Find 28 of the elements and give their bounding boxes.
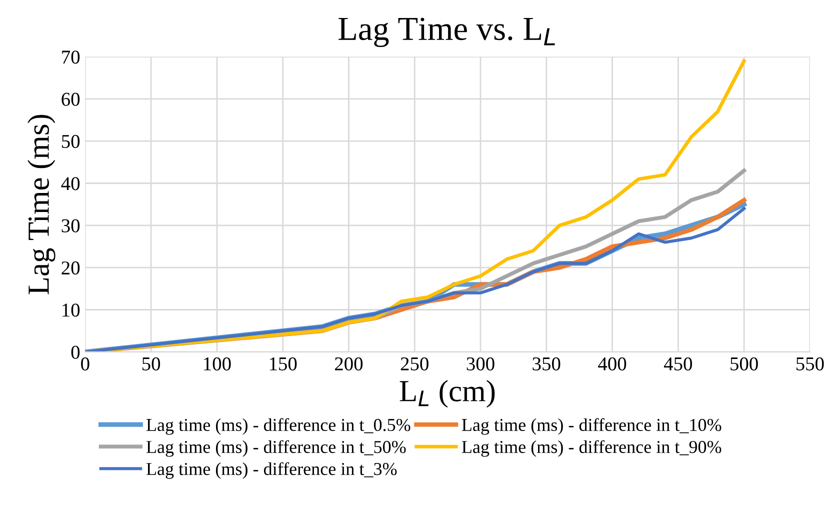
x-tick-label: 400 [598, 357, 626, 370]
y-tick-label: 0 [71, 346, 80, 359]
y-tick-label: 60 [62, 92, 80, 106]
y-axis-title: Lag Time (ms) [28, 114, 56, 294]
legend-label: Lag time (ms) - difference in t_0.5% [146, 418, 410, 435]
legend-label: Lag time (ms) - difference in t_3% [146, 462, 397, 479]
y-tick-label: 50 [62, 134, 80, 148]
x-tick-label: 100 [204, 357, 231, 370]
x-tick-label: 200 [334, 357, 363, 370]
x-tick-label: 500 [730, 357, 758, 370]
legend-label: Lag time (ms) - difference in t_90% [462, 440, 722, 457]
x-tick-label: 250 [400, 357, 428, 370]
x-tick-label: 450 [664, 357, 692, 370]
chart-title: Lag Time vs. L$_{L}$ [338, 18, 555, 48]
y-tick-label: 40 [61, 177, 80, 190]
x-tick-label: 300 [466, 357, 494, 370]
y-tick-label: 10 [62, 304, 80, 317]
x-tick-label: 150 [270, 357, 297, 370]
x-tick-label: 50 [142, 357, 160, 370]
y-tick-label: 70 [62, 50, 80, 64]
legend-label: Lag time (ms) - difference in t_50% [146, 440, 406, 457]
x-tick-label: 350 [532, 357, 560, 370]
x-tick-label: 0 [81, 357, 90, 370]
legend-label: Lag time (ms) - difference in t_10% [462, 418, 722, 435]
x-tick-label: 550 [796, 357, 824, 370]
y-tick-label: 30 [62, 219, 80, 232]
y-tick-label: 20 [62, 261, 80, 275]
x-axis-title: L$_{L}$ (cm) [400, 380, 495, 408]
